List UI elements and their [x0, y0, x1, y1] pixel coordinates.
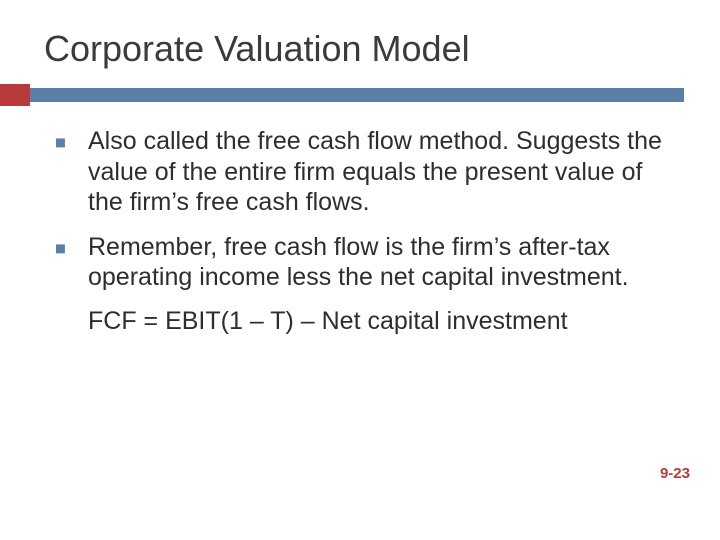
slide-title: Corporate Valuation Model	[44, 28, 680, 70]
divider-ruler	[0, 84, 720, 106]
ruler-bar	[0, 88, 684, 102]
page-number: 9-23	[660, 465, 690, 482]
bullet-item: Also called the free cash flow method. S…	[46, 126, 680, 218]
bullet-list: Also called the free cash flow method. S…	[46, 126, 680, 293]
accent-block	[0, 84, 30, 106]
slide: Corporate Valuation Model Also called th…	[0, 0, 720, 540]
content-area: Also called the free cash flow method. S…	[40, 126, 680, 336]
formula-line: FCF = EBIT(1 – T) – Net capital investme…	[46, 307, 680, 336]
bullet-item: Remember, free cash flow is the firm’s a…	[46, 232, 680, 293]
